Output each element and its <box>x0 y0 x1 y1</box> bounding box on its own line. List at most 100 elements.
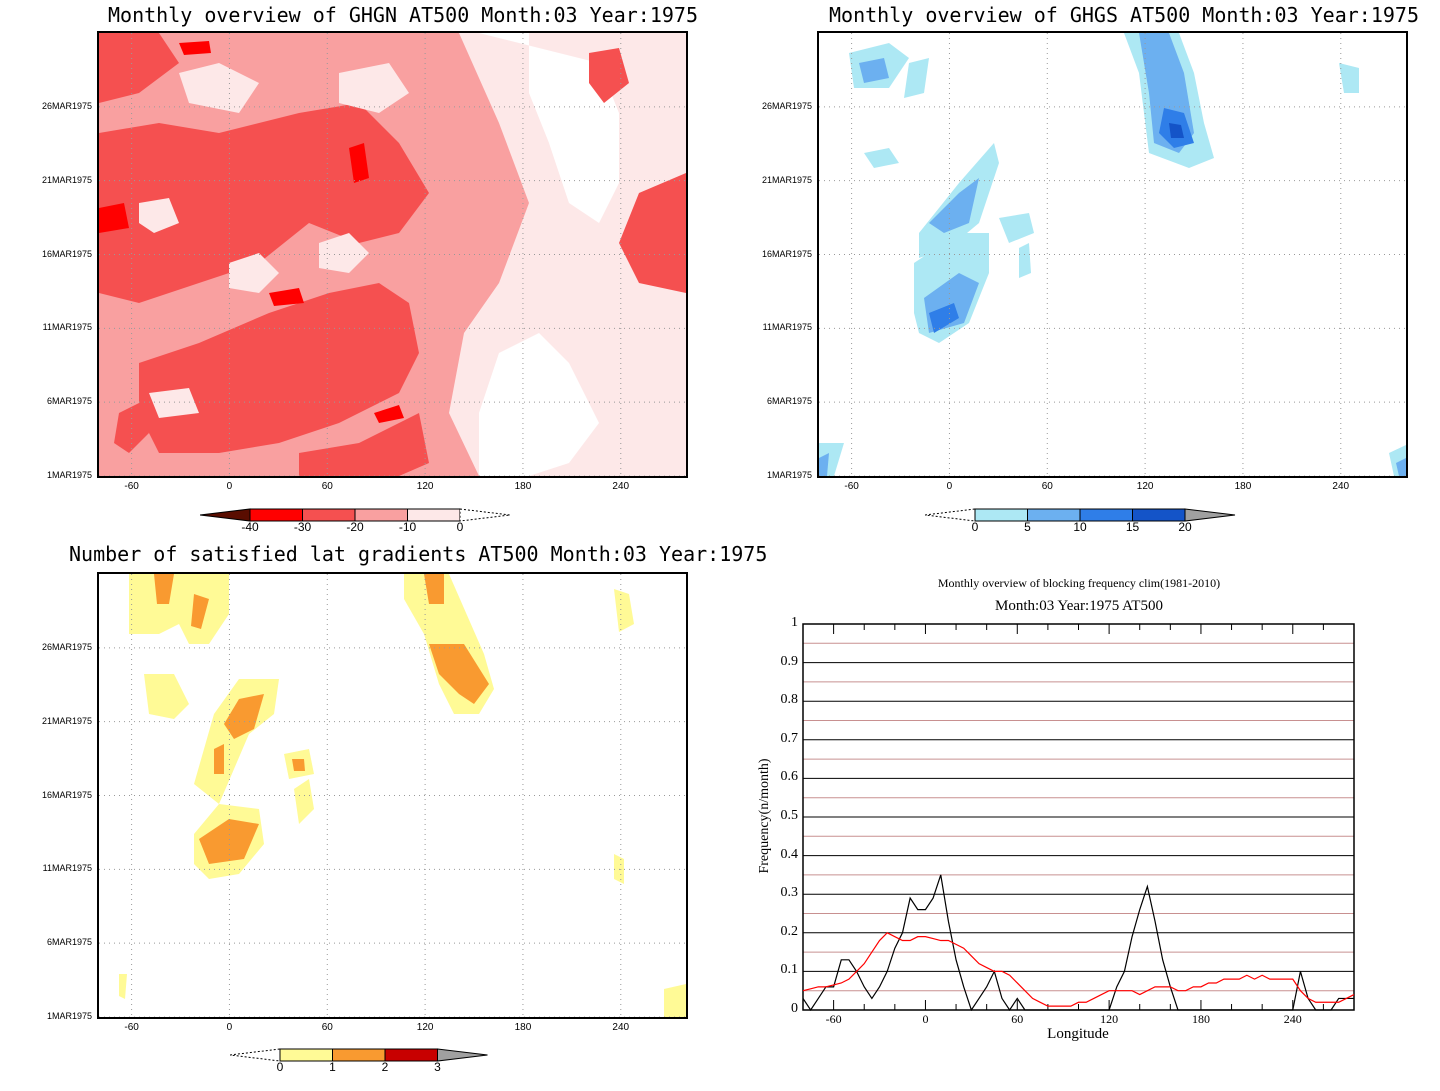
colorbar: -40 -30 -20 -10 0 <box>199 505 523 534</box>
colorbar-label: 15 <box>1125 520 1140 534</box>
plot-area <box>97 572 688 1019</box>
y-tick-label: 1 <box>791 615 798 630</box>
x-tick-label: 120 <box>1100 1012 1119 1026</box>
contour-region <box>429 644 489 704</box>
y-tick-label: 0.6 <box>780 769 799 785</box>
contour-region-white <box>479 333 599 476</box>
contour-region <box>864 148 899 168</box>
colorbar-label: 1 <box>329 1060 336 1074</box>
y-tick-label: 6MAR1975 <box>766 396 812 407</box>
contour-region-light <box>339 63 409 113</box>
contour-region-mid <box>99 103 429 303</box>
colorbar-svg <box>924 508 1236 522</box>
colorbar-cell <box>332 1048 386 1062</box>
colorbar-extend <box>459 508 511 522</box>
contour-region <box>664 984 686 1017</box>
y-tick-label: 6MAR1975 <box>46 937 92 948</box>
x-tick-label: 240 <box>1283 1012 1302 1026</box>
line-plot <box>802 623 1355 1011</box>
y-tick-label: 16MAR1975 <box>41 248 92 259</box>
contour-region <box>929 178 979 233</box>
colorbar-label: 0 <box>276 1060 284 1074</box>
contour-region <box>119 974 127 999</box>
contour-region <box>1019 243 1031 278</box>
plot-area <box>817 31 1408 478</box>
colorbar-label: 0 <box>456 520 464 534</box>
colorbar-extend <box>437 1048 488 1062</box>
x-tick-label: 180 <box>514 1022 532 1033</box>
x-tick-label: 60 <box>1041 481 1053 492</box>
x-tick-label: 120 <box>1136 481 1154 492</box>
y-tick-label: 0.2 <box>780 923 799 939</box>
x-axis-label: Longitude <box>1047 1026 1109 1042</box>
lat-gradients-field <box>99 574 686 1017</box>
y-tick-label: 0.8 <box>780 692 799 708</box>
colorbar-cell <box>384 1048 438 1062</box>
contour-region-light <box>149 388 199 418</box>
plot-area <box>97 31 688 478</box>
contour-region-strong <box>269 288 304 306</box>
y-tick-label: 0 <box>791 1001 798 1016</box>
y-tick-label: 26MAR1975 <box>41 641 92 652</box>
colorbar-cell <box>1079 508 1133 522</box>
x-tick-label: 180 <box>1234 481 1252 492</box>
series-line <box>802 874 1354 1011</box>
contour-region <box>1339 63 1359 93</box>
contour-region-strong <box>349 143 369 183</box>
colorbar-label: -30 <box>293 520 312 534</box>
contour-region-mid <box>299 413 429 476</box>
x-tick-label: -60 <box>124 481 139 492</box>
x-tick-label: 0 <box>226 1022 233 1033</box>
contour-region-light <box>319 233 369 273</box>
colorbar-label: -40 <box>241 520 259 534</box>
colorbar: 0 1 2 3 <box>229 1045 500 1074</box>
y-tick-label: 0.9 <box>780 653 799 669</box>
contour-region-light <box>229 253 279 293</box>
colorbar-label: -20 <box>346 520 364 534</box>
colorbar-label: 2 <box>381 1060 389 1074</box>
colorbar-label: 20 <box>1178 520 1192 534</box>
colorbar-label: 5 <box>1024 520 1031 534</box>
y-axis-label: Frequency(n/month) <box>757 758 772 874</box>
y-tick-label: 26MAR1975 <box>41 100 92 111</box>
contour-region-strong <box>99 203 129 233</box>
contour-region <box>224 694 264 739</box>
y-tick-label: 21MAR1975 <box>41 174 92 185</box>
y-tick-label: 0.3 <box>780 885 799 901</box>
contour-region-mid <box>99 33 179 103</box>
contour-region-light <box>179 63 259 113</box>
colorbar-extend <box>924 508 976 522</box>
colorbar-svg <box>229 1048 488 1062</box>
contour-region-light <box>599 333 686 463</box>
series-line <box>802 932 1355 1007</box>
colorbar-svg <box>199 508 511 522</box>
chart-title: Monthly overview of GHGN AT500 Month:03 … <box>108 3 699 27</box>
contour-region <box>819 453 829 476</box>
y-tick-label: 0.5 <box>780 808 799 823</box>
colorbar-cell <box>974 508 1028 522</box>
x-tick-label: 120 <box>416 1022 434 1033</box>
colorbar-label: 0 <box>971 520 979 534</box>
x-tick-label: 240 <box>612 1022 630 1033</box>
x-tick-label: 0 <box>922 1012 929 1026</box>
x-tick-label: 60 <box>321 481 333 492</box>
ghgs-field <box>819 33 1406 476</box>
x-tick-label: 120 <box>416 481 434 492</box>
contour-region-light <box>139 198 179 233</box>
contour-region <box>154 574 174 604</box>
colorbar-extend <box>1184 508 1236 522</box>
contour-region <box>129 574 229 644</box>
y-tick-label: 11MAR1975 <box>42 322 92 333</box>
contour-region-strong <box>179 41 211 55</box>
contour-region <box>294 779 314 824</box>
y-tick-label: 1MAR1975 <box>46 470 92 480</box>
chart-title: Monthly overview of GHGS AT500 Month:03 … <box>829 3 1420 27</box>
x-tick-label: -60 <box>844 481 859 492</box>
x-tick-label: 60 <box>1011 1012 1024 1026</box>
contour-region <box>904 58 929 98</box>
x-tick-label: 240 <box>1332 481 1350 492</box>
chart-title: Number of satisfied lat gradients AT500 … <box>69 542 768 566</box>
x-tick-label: 240 <box>612 481 630 492</box>
y-tick-label: 16MAR1975 <box>761 248 812 259</box>
colorbar-cell <box>1027 508 1081 522</box>
